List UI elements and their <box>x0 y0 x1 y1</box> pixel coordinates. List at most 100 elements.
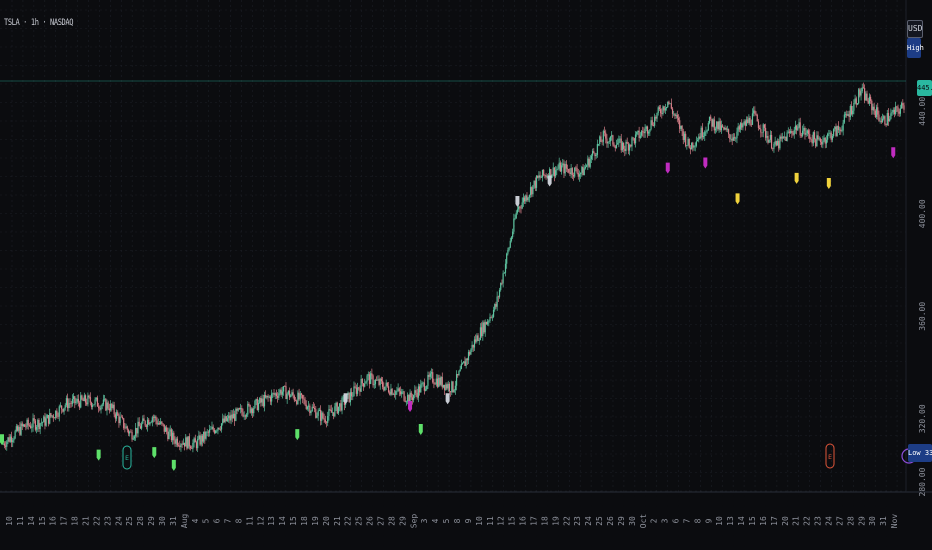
candle-body <box>389 392 391 395</box>
candle-body <box>487 321 489 325</box>
candle-body <box>172 432 174 441</box>
candle-body <box>131 432 133 440</box>
candle-body <box>779 136 781 149</box>
candle-body <box>497 296 499 298</box>
signal-marker-magenta <box>891 147 896 159</box>
candle-body <box>860 91 862 96</box>
candle-body <box>231 414 233 419</box>
candle-body <box>555 170 557 177</box>
candle-body <box>677 118 680 121</box>
candle-body <box>679 120 681 129</box>
candle-body <box>90 402 93 407</box>
candle-body <box>20 423 22 435</box>
candle-body <box>284 386 286 387</box>
candle-body <box>329 409 331 410</box>
candle-body <box>156 420 158 425</box>
candle-body <box>288 390 291 398</box>
symbol-header[interactable]: TSLA · 1h · NASDAQ <box>4 18 74 28</box>
signal-marker-green <box>0 434 4 446</box>
candle-body <box>44 416 46 426</box>
candle-body <box>275 393 278 397</box>
candle-body <box>316 415 318 418</box>
candle-body <box>163 424 165 432</box>
time-tick-label: 25 <box>595 516 604 526</box>
candle-body <box>460 364 462 370</box>
candle-body <box>757 121 760 128</box>
candle-body <box>477 335 479 341</box>
time-tick-label: 31 <box>879 516 888 526</box>
candle-body <box>692 142 694 148</box>
candle-body <box>580 172 582 175</box>
candle-body <box>718 121 720 130</box>
candle-body <box>656 112 658 119</box>
candle-body <box>426 385 428 390</box>
candle-body <box>107 402 109 409</box>
candle-body <box>109 403 112 411</box>
candle-body <box>751 113 754 125</box>
candle-body <box>488 320 490 322</box>
candle-body <box>903 105 905 110</box>
time-tick-label: 27 <box>835 516 844 526</box>
candle-body <box>571 168 573 175</box>
candle-body <box>762 124 764 133</box>
time-tick-label: Oct <box>639 514 648 529</box>
candle-body <box>713 119 715 131</box>
candle-body <box>405 401 408 403</box>
time-tick-labels: 10 11 14 15 16 17 18 21 22 23 24 25 28 29 30 31 Aug 4 5 6 7 8… <box>5 514 899 529</box>
candle-body <box>376 380 378 381</box>
candle-body <box>149 422 151 425</box>
candle-body <box>209 429 211 433</box>
event-icon-right[interactable]: E <box>825 443 835 469</box>
candle-body <box>469 352 471 355</box>
candle-body <box>173 432 175 441</box>
candle-body <box>830 132 832 140</box>
candle-body <box>167 431 169 440</box>
time-tick-label: 18 <box>71 516 80 526</box>
candle-body <box>844 114 847 115</box>
candle-body <box>859 89 861 96</box>
candle-body <box>304 399 306 405</box>
candle-body <box>519 206 521 208</box>
candle-body <box>566 168 569 170</box>
event-icon-left[interactable]: E <box>122 445 132 470</box>
time-tick-label: 5 <box>442 518 451 523</box>
candle-body <box>516 209 519 213</box>
candle-body <box>185 437 187 447</box>
candle-body <box>889 118 891 122</box>
candle-body <box>675 114 677 116</box>
candle-body <box>769 135 771 140</box>
candle-body <box>596 144 598 155</box>
candle-body <box>498 289 501 297</box>
candle-body <box>636 131 638 135</box>
candle-body <box>297 392 299 405</box>
candle-body <box>170 429 173 441</box>
candle-body <box>619 138 621 140</box>
candle-body <box>99 408 101 410</box>
candle-body <box>348 392 350 403</box>
time-tick-label: 7 <box>682 518 691 523</box>
candle-body <box>193 438 195 443</box>
last-price-badge: 445.00 <box>917 80 932 96</box>
candle-body <box>503 272 505 274</box>
candle-body <box>464 361 466 366</box>
candle-body <box>16 426 19 431</box>
candle-body <box>111 403 113 408</box>
time-tick-label: 4 <box>431 518 440 523</box>
candle-body <box>473 339 476 348</box>
candle-body <box>408 395 410 403</box>
candle-body <box>637 130 639 132</box>
candle-body <box>194 438 196 443</box>
candle-body <box>887 113 890 122</box>
time-tick-label: 25 <box>355 516 364 526</box>
candle-body <box>726 129 729 130</box>
candle-body <box>667 101 669 108</box>
candle-body <box>347 392 349 396</box>
candle-body <box>13 438 15 441</box>
currency-label[interactable]: USD <box>907 20 923 38</box>
candle-body <box>500 282 502 290</box>
candle-body <box>182 442 184 445</box>
candle-body <box>577 172 579 177</box>
candle-body <box>313 407 316 410</box>
candle-body <box>401 391 403 395</box>
